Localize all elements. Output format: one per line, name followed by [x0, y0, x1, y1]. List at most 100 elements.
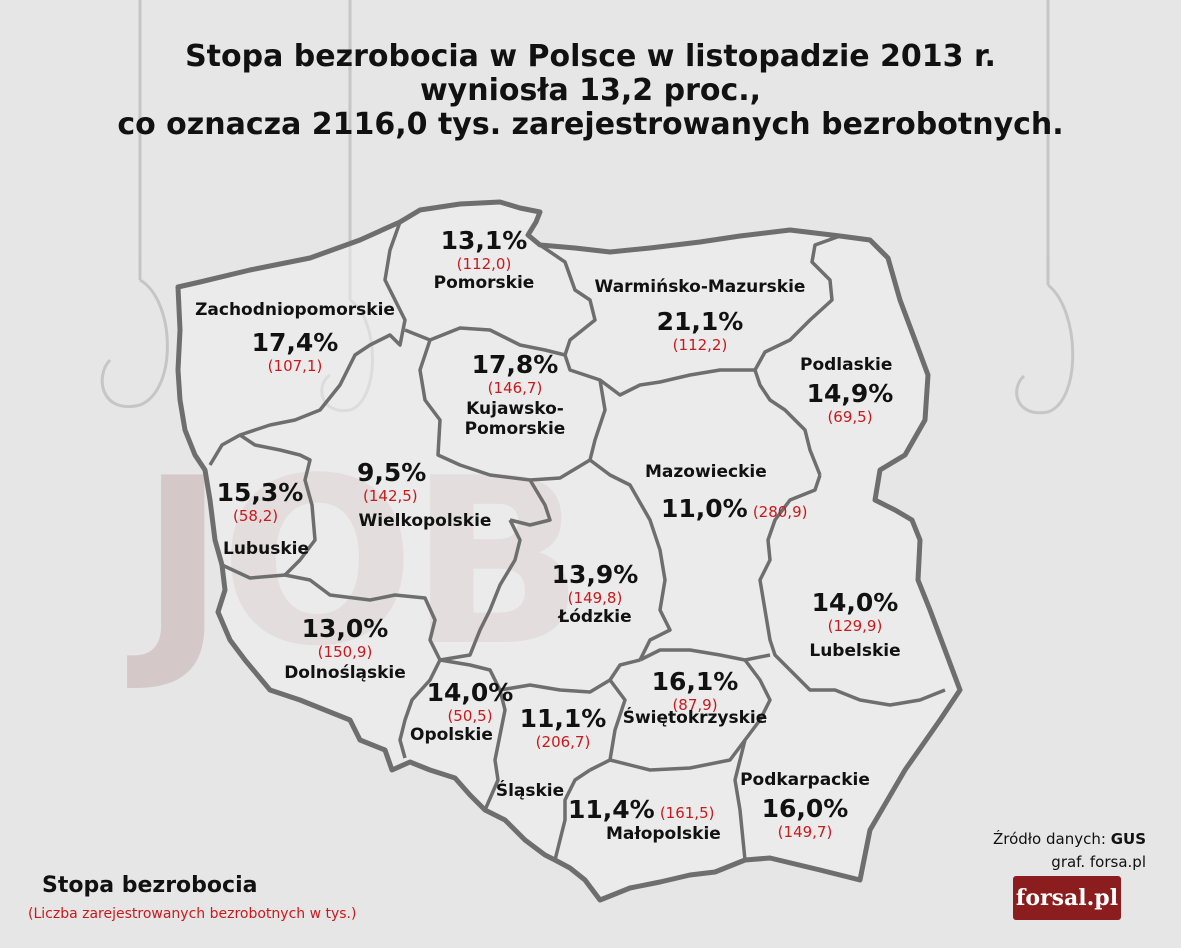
source-credit: graf. forsa.pl: [1051, 853, 1146, 871]
region-count: (161,5): [659, 804, 715, 822]
region-rate: 14,0%: [811, 588, 899, 617]
region-mazowieckie: Mazowieckie 11,0% (280,9): [645, 462, 825, 523]
region-opolskie: 14,0% (50,5) Opolskie: [410, 678, 520, 745]
region-rate: 21,1%: [656, 307, 744, 336]
border-pom-warm: [539, 243, 597, 356]
region-rate: 13,0%: [301, 614, 389, 643]
region-name: Mazowieckie: [645, 462, 767, 482]
region-name: Warmińsko-Mazurskie: [594, 277, 806, 297]
region-dolnoslaskie: 13,0% (150,9) Dolnośląskie: [280, 614, 410, 683]
region-rate: 11,0%: [661, 494, 748, 523]
border-swiet-malo: [609, 738, 747, 772]
region-rate: 11,1%: [519, 704, 607, 733]
poland-outline: [175, 199, 963, 903]
border-kuj-maz: [588, 379, 607, 461]
region-kujawsko-pomorskie: 17,8% (146,7) Kujawsko- Pomorskie: [450, 350, 580, 439]
source-block: Źródło danych: GUS graf. forsa.pl: [993, 828, 1146, 874]
border-lodz-maz: [588, 458, 672, 661]
border-zach-pom: [208, 221, 407, 466]
region-swietokrzyskie: 16,1% (87,9) Świętokrzyskie: [620, 667, 770, 728]
region-rate: 14,0%: [426, 678, 514, 707]
region-name: Podkarpackie: [740, 770, 870, 790]
page-title: Stopa bezrobocia w Polsce w listopadzie …: [0, 40, 1181, 142]
region-count: (50,5): [447, 707, 493, 725]
region-count: (206,7): [535, 733, 591, 751]
region-lubuskie: 15,3% (58,2) Lubuskie: [205, 478, 315, 559]
region-name: Podlaskie: [800, 355, 893, 375]
border-swiet-podk: [733, 658, 772, 861]
region-rate: 17,8%: [471, 350, 559, 379]
region-count: (112,0): [456, 255, 512, 273]
region-zachodniopomorskie: Zachodniopomorskie 17,4% (107,1): [190, 300, 400, 375]
region-lodzkie: 13,9% (149,8) Łódzkie: [530, 560, 660, 627]
border-wlkp-lodz: [439, 519, 522, 662]
source-label: Źródło danych:: [992, 830, 1106, 848]
region-name: Lubelskie: [809, 641, 901, 661]
region-name: Świętokrzyskie: [622, 708, 768, 728]
border-maz-swiet: [639, 648, 771, 662]
region-rate: 11,4%: [568, 795, 655, 824]
region-rate: 16,1%: [651, 667, 739, 696]
region-warminsko-mazurskie: Warmińsko-Mazurskie 21,1% (112,2): [590, 277, 810, 354]
region-count: (149,8): [567, 589, 623, 607]
region-slaskie-name: Śląskie: [490, 781, 570, 801]
region-count: (280,9): [752, 503, 808, 521]
border-warm-maz: [563, 354, 755, 397]
region-rate: 17,4%: [251, 328, 339, 357]
region-count: (129,9): [827, 617, 883, 635]
region-count: (146,7): [487, 379, 543, 397]
title-line-3: co oznacza 2116,0 tys. zarejestrowanych …: [117, 107, 1064, 142]
logo-text: forsal.pl: [1015, 885, 1119, 911]
title-line-1: Stopa bezrobocia w Polsce w listopadzie …: [185, 39, 996, 74]
region-count: (58,2): [233, 507, 279, 525]
border-lub-wlkp: [239, 433, 317, 577]
border-slask-malo: [553, 768, 591, 861]
border-lodz-slask: [499, 658, 641, 694]
region-name: Pomorskie: [433, 273, 535, 293]
region-rate: 13,1%: [440, 226, 528, 255]
region-count: (112,2): [672, 336, 728, 354]
region-rate: 16,0%: [761, 794, 849, 823]
region-name-line1: Kujawsko-: [466, 399, 564, 419]
region-podkarpackie: Podkarpackie 16,0% (149,7): [735, 770, 875, 841]
region-name: Lubuskie: [223, 539, 309, 559]
region-name: Opolskie: [410, 725, 493, 745]
region-wielkopolskie: 9,5% (142,5) Wielkopolskie: [335, 458, 515, 531]
region-podlaskie: Podlaskie 14,9% (69,5): [790, 355, 910, 426]
region-name: Zachodniopomorskie: [195, 300, 395, 320]
border-wlkp-lodz2: [509, 479, 552, 527]
region-rate: 14,9%: [806, 379, 894, 408]
region-name: Łódzkie: [558, 607, 632, 627]
legend-title: Stopa bezrobocia: [42, 873, 258, 898]
region-name: Małopolskie: [606, 824, 721, 844]
region-count: (87,9): [672, 696, 718, 714]
region-count: (149,7): [777, 823, 833, 841]
region-count: (142,5): [363, 487, 418, 505]
border-warm-podl: [753, 234, 841, 476]
region-name: Wielkopolskie: [358, 511, 492, 531]
region-slaskie-values: 11,1% (206,7): [518, 704, 608, 751]
region-rate: 9,5%: [357, 458, 427, 487]
region-count: (107,1): [267, 357, 323, 375]
border-kuj-wlkp: [418, 339, 591, 482]
border-opol-slask: [439, 658, 507, 811]
region-lubelskie: 14,0% (129,9) Lubelskie: [795, 588, 915, 661]
title-line-2: wyniosła 13,2 proc.,: [419, 73, 762, 108]
region-name-line2: Pomorskie: [464, 419, 566, 439]
legend-subtitle: (Liczba zarejestrowanych bezrobotnych w …: [28, 906, 357, 922]
source-value: GUS: [1110, 830, 1146, 848]
region-count: (69,5): [827, 408, 873, 426]
region-malopolskie: 11,4% (161,5) Małopolskie: [568, 795, 728, 844]
forsal-logo: forsal.pl: [1013, 876, 1121, 920]
border-doln-opol: [398, 659, 442, 759]
border-maz-lubel: [758, 474, 822, 672]
region-pomorskie: 13,1% (112,0) Pomorskie: [424, 226, 544, 293]
border-lub-doln: [221, 563, 442, 661]
border-lubel-podk: [788, 668, 946, 707]
border-slask-swiet: [589, 678, 627, 772]
region-name: Śląskie: [495, 781, 565, 801]
region-name: Dolnośląskie: [284, 663, 406, 683]
region-count: (150,9): [317, 643, 373, 661]
region-rate: 13,9%: [551, 560, 639, 589]
